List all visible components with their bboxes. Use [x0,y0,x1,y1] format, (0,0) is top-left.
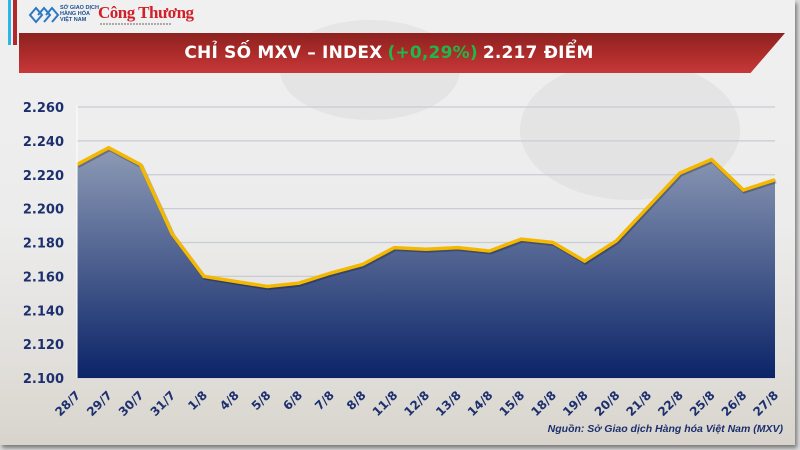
x-tick-label: 13/8 [433,388,464,419]
x-tick-label: 22/8 [655,388,686,419]
x-tick-label: 5/8 [249,388,274,413]
x-tick-label: 4/8 [217,388,242,413]
x-tick-label: 28/7 [52,388,83,419]
x-tick-label: 25/8 [687,388,718,419]
x-tick-label: 29/7 [84,388,115,419]
y-tick-label: 2.100 [23,372,64,387]
x-tick-label: 31/7 [148,388,179,419]
logo-line-1: SỞ GIAO DỊCH [60,5,99,11]
x-tick-label: 11/8 [370,388,401,419]
logo-line-3: VIỆT NAM [60,17,87,23]
index-line [76,145,776,289]
x-tick-label: 18/8 [528,388,559,419]
title-banner [19,33,785,73]
logo-line-2: HÀNG HÓA [60,11,90,17]
y-tick-label: 2.240 [23,135,64,150]
brand-stripe-blue [8,0,11,45]
x-tick-label: 27/8 [750,388,781,419]
x-tick-label: 7/8 [312,388,337,413]
brand-stripe-red [13,0,17,45]
mxv-logo-text: SỞ GIAO DỊCH HÀNG HÓA VIỆT NAM [60,5,100,23]
y-tick-label: 2.140 [23,304,64,319]
title-prefix: CHỈ SỐ MXV – INDEX [184,43,383,63]
title-value: 2.217 ĐIỂM [482,43,594,63]
y-tick-label: 2.160 [23,270,64,285]
publisher-logo: Công Thương [98,3,194,22]
y-tick-label: 2.200 [23,203,64,218]
x-tick-label: 12/8 [401,388,432,419]
chart-title: CHỈ SỐ MXV – INDEX (+0,29%) 2.217 ĐIỂM [19,33,759,73]
y-tick-label: 2.220 [23,169,64,184]
mxv-logo-icon [28,6,60,24]
y-tick-label: 2.260 [23,101,64,116]
x-tick-label: 19/8 [560,388,591,419]
x-tick-label: 20/8 [592,388,623,419]
x-tick-label: 1/8 [185,388,210,413]
x-tick-label: 6/8 [280,388,305,413]
x-tick-label: 15/8 [497,388,528,419]
x-tick-label: 14/8 [465,388,496,419]
source-note: Nguồn: Sở Giao dịch Hàng hóa Việt Nam (M… [547,423,783,435]
x-tick-label: 8/8 [344,388,369,413]
publisher-logo-underline [100,23,172,25]
x-tick-label: 30/7 [116,388,147,419]
x-tick-label: 21/8 [623,388,654,419]
y-tick-label: 2.120 [23,338,64,353]
area-fill [77,147,775,378]
change-percent: (+0,29%) [387,43,478,63]
x-tick-label: 26/8 [719,388,750,419]
y-tick-label: 2.180 [23,237,64,252]
